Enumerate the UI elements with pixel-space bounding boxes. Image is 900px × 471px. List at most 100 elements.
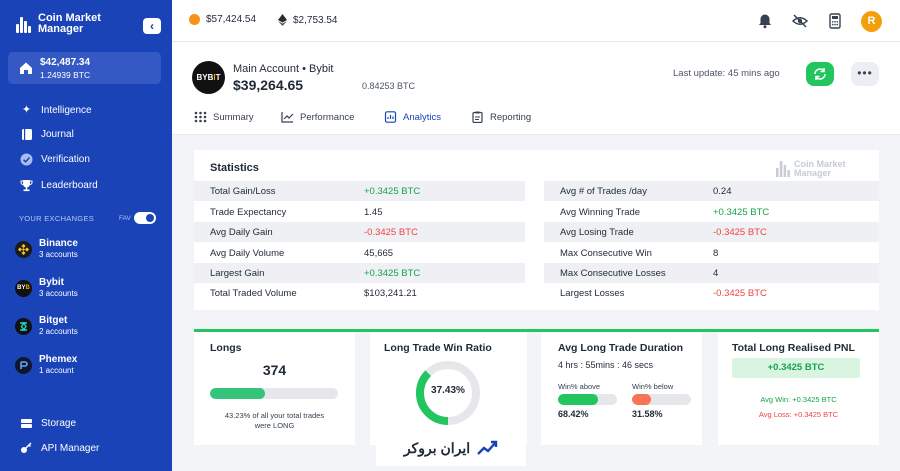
iranbroker-watermark: ایران بروکر bbox=[376, 430, 526, 466]
longs-progress-fill bbox=[210, 388, 266, 399]
ethereum-icon bbox=[278, 14, 287, 26]
book-icon bbox=[20, 128, 33, 141]
more-icon: ••• bbox=[857, 66, 873, 80]
account-header: BYB I T Main Account • Bybit $39,264.65 0.… bbox=[172, 42, 900, 135]
stat-value: $103,241.21 bbox=[364, 288, 417, 299]
refresh-button[interactable] bbox=[806, 62, 834, 86]
stat-label: Largest Gain bbox=[210, 268, 265, 279]
stat-value: 45,665 bbox=[364, 248, 394, 259]
phemex-logo-icon bbox=[15, 356, 32, 374]
longs-title: Longs bbox=[210, 342, 242, 354]
sidebar-balance-card[interactable]: $42,487.34 1.24939 BTC bbox=[8, 52, 161, 84]
tab-label: Analytics bbox=[403, 111, 442, 123]
pnl-avg-win: Avg Win: +0.3425 BTC bbox=[760, 395, 837, 404]
stat-label: Total Gain/Loss bbox=[210, 186, 276, 197]
tab-performance[interactable]: Performance bbox=[281, 111, 354, 123]
exchange-name: Bybit bbox=[39, 277, 64, 288]
eth-ticker[interactable]: $2,753.54 bbox=[278, 14, 338, 26]
tab-label: Performance bbox=[300, 111, 355, 123]
tab-analytics[interactable]: Analytics bbox=[384, 111, 441, 123]
avatar[interactable]: R bbox=[861, 11, 882, 32]
win-below-value: 31.58% bbox=[632, 409, 663, 419]
sparkle-icon: ✦ bbox=[21, 104, 32, 116]
stat-row-largest-gain: Largest Gain +0.3425 BTC bbox=[194, 263, 525, 283]
sidebar-item-api-manager[interactable]: API Manager bbox=[20, 442, 99, 455]
stat-row-avg-winning-trade: Avg Winning Trade +0.3425 BTC bbox=[544, 202, 879, 222]
win-above-fill bbox=[558, 394, 599, 405]
exchange-phemex[interactable]: Phemex 1 account bbox=[15, 354, 77, 376]
stat-label: Total Traded Volume bbox=[210, 288, 297, 299]
exchange-accounts: 3 accounts bbox=[39, 250, 78, 259]
sidebar-item-storage[interactable]: Storage bbox=[20, 417, 76, 430]
eth-price: $2,753.54 bbox=[293, 14, 338, 26]
sidebar-item-intelligence[interactable]: ✦ Intelligence bbox=[20, 104, 92, 117]
check-badge-icon bbox=[20, 153, 33, 166]
tab-summary[interactable]: Summary bbox=[194, 111, 254, 123]
stat-row-total-traded-volume: Total Traded Volume $103,241.21 bbox=[194, 283, 525, 303]
longs-card: Longs 374 43.23% of all your total trade… bbox=[194, 332, 355, 445]
stat-value: 4 bbox=[713, 268, 719, 279]
stat-row-max-consecutive-win: Max Consecutive Win 8 bbox=[544, 243, 879, 263]
brand-name: Coin Market Manager bbox=[38, 12, 101, 35]
section-divider bbox=[194, 329, 879, 332]
stat-row-avg-trades-day: Avg # of Trades /day 0.24 bbox=[544, 181, 879, 201]
sidebar-item-label: Verification bbox=[41, 154, 90, 165]
balance-btc: 1.24939 BTC bbox=[40, 70, 91, 80]
win-ratio-card: Long Trade Win Ratio 37.43% bbox=[370, 332, 527, 445]
brand-bars-icon bbox=[776, 161, 790, 177]
clipboard-icon bbox=[472, 111, 483, 123]
refresh-icon bbox=[814, 68, 826, 80]
stat-value: 1.45 bbox=[364, 207, 383, 218]
stat-label: Avg Daily Gain bbox=[210, 227, 273, 238]
stat-value: -0.3425 BTC bbox=[364, 227, 418, 238]
statistics-watermark: Coin Market Manager bbox=[776, 160, 846, 178]
eye-off-icon[interactable] bbox=[792, 13, 808, 29]
account-btc: 0.84253 BTC bbox=[362, 81, 416, 91]
fav-label: FAV bbox=[119, 215, 131, 222]
sidebar-item-label: API Manager bbox=[41, 443, 100, 454]
stat-row-total-gain-loss: Total Gain/Loss +0.3425 BTC bbox=[194, 181, 525, 201]
duration-card: Avg Long Trade Duration 4 hrs : 55mins :… bbox=[541, 332, 702, 445]
bybit-logo-icon: BY B bbox=[15, 279, 32, 297]
pnl-title: Total Long Realised PNL bbox=[732, 342, 855, 354]
statistics-card: Statistics Coin Market Manager Total Gain… bbox=[194, 150, 879, 310]
more-options-button[interactable]: ••• bbox=[851, 62, 879, 86]
btc-price: $57,424.54 bbox=[206, 14, 257, 25]
calculator-icon[interactable] bbox=[827, 13, 843, 29]
stat-value: +0.3425 BTC bbox=[713, 207, 770, 218]
win-ratio-arc bbox=[416, 361, 480, 425]
stat-label: Avg Winning Trade bbox=[560, 207, 641, 218]
stat-label: Max Consecutive Win bbox=[560, 248, 652, 259]
pnl-card: Total Long Realised PNL +0.3425 BTC Avg … bbox=[718, 332, 879, 445]
exchange-name: Bitget bbox=[39, 315, 68, 326]
chevron-left-icon[interactable]: ‹ bbox=[143, 18, 161, 34]
win-ratio-title: Long Trade Win Ratio bbox=[384, 342, 492, 354]
fav-toggle[interactable] bbox=[134, 212, 156, 224]
exchange-accounts: 2 accounts bbox=[39, 327, 78, 336]
stat-label: Trade Expectancy bbox=[210, 207, 287, 218]
sidebar-item-label: Intelligence bbox=[41, 105, 92, 116]
exchange-binance[interactable]: Binance 3 accounts bbox=[15, 238, 78, 260]
longs-progress-bar bbox=[210, 388, 338, 399]
tab-reporting[interactable]: Reporting bbox=[471, 111, 531, 123]
stat-value: 8 bbox=[713, 248, 719, 259]
analytics-doc-icon bbox=[384, 111, 397, 123]
brand-bars-icon bbox=[16, 15, 32, 33]
sidebar-item-leaderboard[interactable]: Leaderboard bbox=[20, 179, 98, 192]
win-above-bar bbox=[558, 394, 617, 405]
exchange-bybit[interactable]: BY B Bybit 3 accounts bbox=[15, 277, 78, 299]
exchange-bitget[interactable]: Bitget 2 accounts bbox=[15, 315, 78, 337]
pnl-avg-loss: Avg Loss: +0.3425 BTC bbox=[758, 410, 839, 419]
win-ratio-donut bbox=[416, 361, 480, 425]
bell-icon[interactable] bbox=[757, 13, 773, 29]
sidebar-item-verification[interactable]: Verification bbox=[20, 153, 90, 166]
win-above-value: 68.42% bbox=[558, 409, 589, 419]
pnl-total: +0.3425 BTC bbox=[732, 358, 860, 378]
btc-ticker[interactable]: $57,424.54 bbox=[189, 14, 256, 25]
brand-logo[interactable]: Coin Market Manager bbox=[16, 13, 101, 35]
longs-count: 374 bbox=[262, 362, 287, 378]
win-above-label: Win% above bbox=[558, 382, 601, 391]
sidebar-item-journal[interactable]: Journal bbox=[20, 128, 74, 141]
database-icon bbox=[20, 417, 33, 430]
